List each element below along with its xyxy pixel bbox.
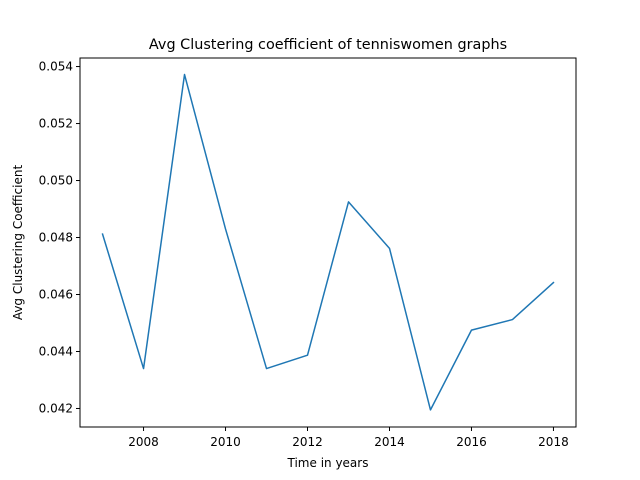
- x-tick-label: 2016: [456, 435, 487, 449]
- series-line-0: [101, 73, 555, 411]
- series-layer: [101, 73, 555, 411]
- y-tick-label: 0.046: [39, 288, 73, 302]
- y-tick-label: 0.044: [39, 345, 73, 359]
- x-tick-label: 2010: [210, 435, 241, 449]
- x-tick-label: 2008: [128, 435, 159, 449]
- x-tick-label: 2014: [374, 435, 405, 449]
- plot-frame: [79, 57, 577, 428]
- chart-title: Avg Clustering coefficient of tenniswome…: [149, 37, 507, 53]
- y-tick-label: 0.042: [39, 402, 73, 416]
- x-tick-label: 2018: [538, 435, 569, 449]
- x-axis-ticks: 2008 2010 2012 2014 2016 2018: [128, 427, 569, 449]
- x-axis-label: Time in years: [287, 456, 369, 470]
- y-axis-ticks: 0.042 0.044 0.046 0.048 0.050 0.052 0.054: [39, 60, 80, 416]
- plot-area: [80, 58, 576, 427]
- y-tick-label: 0.052: [39, 117, 73, 131]
- y-tick-label: 0.050: [39, 174, 73, 188]
- y-axis-label: Avg Clustering Coefficient: [11, 165, 25, 321]
- x-tick-label: 2012: [292, 435, 323, 449]
- y-tick-label: 0.048: [39, 231, 73, 245]
- y-tick-label: 0.054: [39, 60, 73, 74]
